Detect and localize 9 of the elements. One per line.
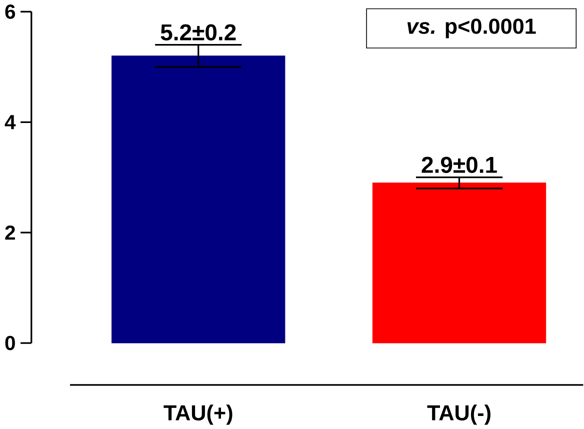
y-tick-label: 6 [5, 4, 16, 19]
x-tick-label: TAU(-) [427, 404, 490, 425]
annotation: vs. p<0.0001 [407, 18, 536, 38]
y-tick-label: 0 [5, 336, 15, 350]
data-label: 5.2±0.2 [160, 24, 236, 40]
data-label: 2.9±0.1 [422, 156, 497, 173]
y-tick-label: 2 [5, 225, 15, 240]
y-tick-label: 4 [4, 115, 16, 129]
x-tick-label: TAU(+) [164, 404, 232, 425]
